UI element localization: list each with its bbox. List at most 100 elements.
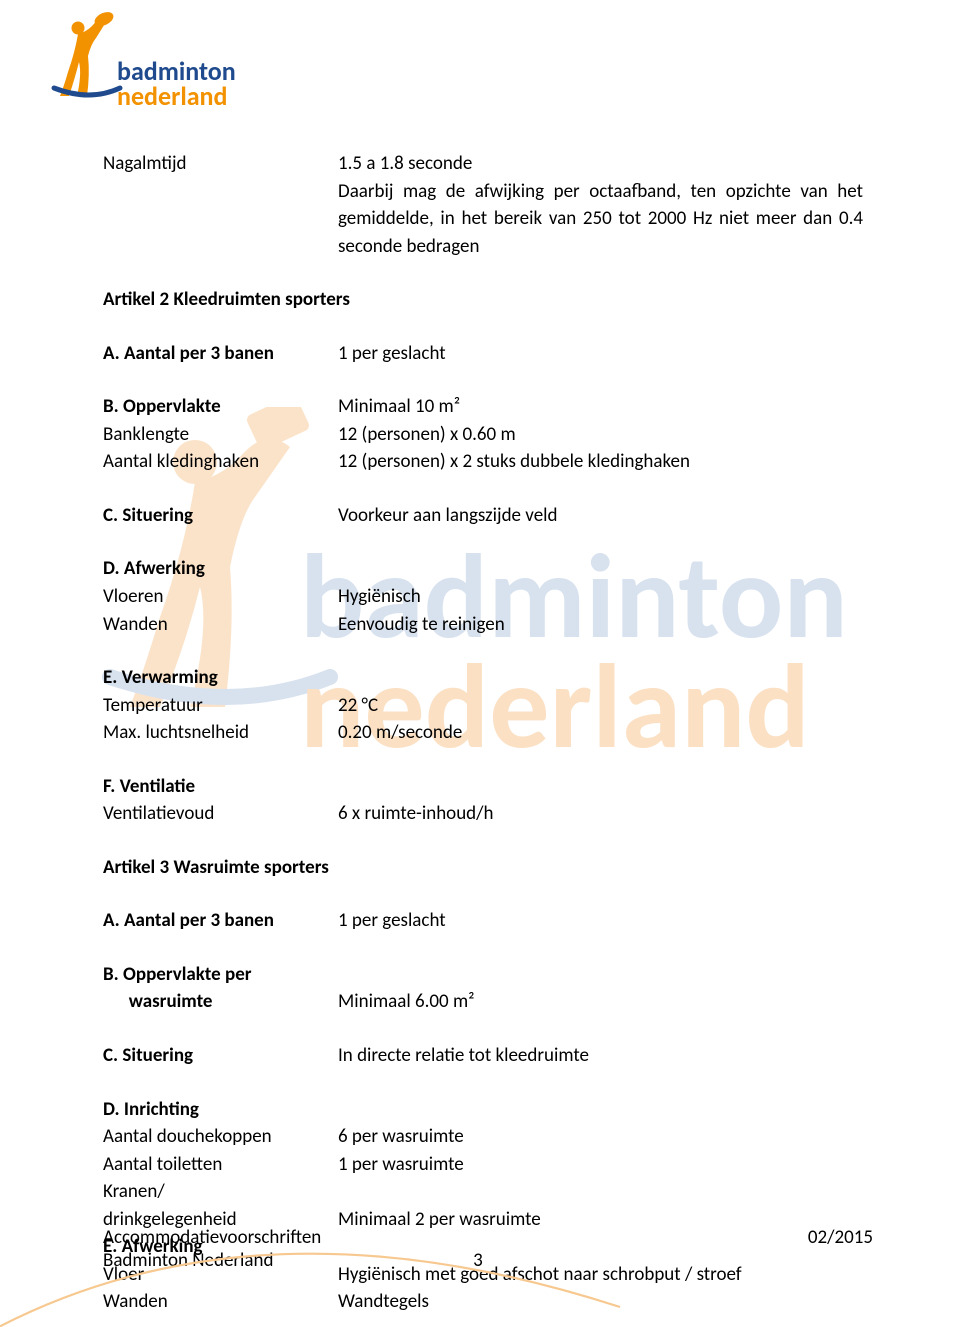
- spacer: [103, 367, 863, 393]
- row-value: [338, 286, 863, 314]
- content-row: B. OppervlakteMinimaal 10 m²: [103, 393, 863, 421]
- footer-page-number: 3: [393, 1249, 723, 1272]
- content-row: Banklengte12 (personen) x 0.60 m: [103, 421, 863, 449]
- spacer: [103, 260, 863, 286]
- content-row: F. Ventilatie: [103, 773, 863, 801]
- row-value: 1 per wasruimte: [338, 1151, 863, 1179]
- content-row: Aantal kledinghaken12 (personen) x 2 stu…: [103, 448, 863, 476]
- footer-left-1: Accommodatievoorschriften: [103, 1226, 393, 1249]
- row-label: Kranen/: [103, 1178, 338, 1206]
- content-row: D. Afwerking: [103, 555, 863, 583]
- row-value: [338, 854, 863, 882]
- spacer: [103, 881, 863, 907]
- row-label: Nagalmtijd: [103, 150, 338, 178]
- document-content: Nagalmtijd1.5 a 1.8 secondeDaarbij mag d…: [103, 150, 863, 1316]
- brand-logo: badminton nederland: [42, 10, 242, 135]
- footer-date: 02/2015: [723, 1226, 873, 1249]
- row-label: C. Situering: [103, 502, 338, 530]
- row-value: [338, 1178, 863, 1206]
- spacer: [103, 476, 863, 502]
- row-value: Wandtegels: [338, 1288, 863, 1316]
- content-row: Artikel 3 Wasruimte sporters: [103, 854, 863, 882]
- row-value: [338, 961, 863, 989]
- row-label: Banklengte: [103, 421, 338, 449]
- content-row: Temperatuur22 °C: [103, 692, 863, 720]
- content-row: WandenWandtegels: [103, 1288, 863, 1316]
- row-value: 1 per geslacht: [338, 340, 863, 368]
- row-label: Artikel 2 Kleedruimten sporters: [103, 286, 338, 314]
- spacer: [103, 828, 863, 854]
- row-value: 12 (personen) x 2 stuks dubbele kledingh…: [338, 448, 863, 476]
- content-row: Max. luchtsnelheid0.20 m/seconde: [103, 719, 863, 747]
- row-label: Wanden: [103, 1288, 338, 1316]
- page-footer: Accommodatievoorschriften 02/2015 Badmin…: [103, 1226, 873, 1272]
- content-row: WandenEenvoudig te reinigen: [103, 611, 863, 639]
- row-value: 1 per geslacht: [338, 907, 863, 935]
- row-label: Ventilatievoud: [103, 800, 338, 828]
- row-label: F. Ventilatie: [103, 773, 338, 801]
- content-row: Daarbij mag de afwijking per octaafband,…: [103, 178, 863, 261]
- row-label: Wanden: [103, 611, 338, 639]
- content-row: Nagalmtijd1.5 a 1.8 seconde: [103, 150, 863, 178]
- row-label: D. Inrichting: [103, 1096, 338, 1124]
- row-label: A. Aantal per 3 banen: [103, 907, 338, 935]
- content-row: Kranen/: [103, 1178, 863, 1206]
- spacer: [103, 1070, 863, 1096]
- row-label: A. Aantal per 3 banen: [103, 340, 338, 368]
- content-row: A. Aantal per 3 banen1 per geslacht: [103, 907, 863, 935]
- spacer: [103, 529, 863, 555]
- svg-text:nederland: nederland: [117, 80, 227, 112]
- row-label: B. Oppervlakte per: [103, 961, 338, 989]
- row-value: [338, 664, 863, 692]
- row-value: [338, 555, 863, 583]
- row-label: Aantal toiletten: [103, 1151, 338, 1179]
- row-value: Voorkeur aan langszijde veld: [338, 502, 863, 530]
- row-value: Daarbij mag de afwijking per octaafband,…: [338, 178, 863, 261]
- row-label: Artikel 3 Wasruimte sporters: [103, 854, 338, 882]
- spacer: [103, 314, 863, 340]
- row-value: Eenvoudig te reinigen: [338, 611, 863, 639]
- content-row: wasruimteMinimaal 6.00 m²: [103, 988, 863, 1016]
- row-label: D. Afwerking: [103, 555, 338, 583]
- spacer: [103, 935, 863, 961]
- row-value: 6 per wasruimte: [338, 1123, 863, 1151]
- spacer: [103, 638, 863, 664]
- footer-right-blank: [723, 1249, 873, 1272]
- footer-mid-blank: [393, 1226, 723, 1249]
- row-value: 1.5 a 1.8 seconde: [338, 150, 863, 178]
- row-label: Vloeren: [103, 583, 338, 611]
- row-value: [338, 1096, 863, 1124]
- spacer: [103, 747, 863, 773]
- row-value: 6 x ruimte-inhoud/h: [338, 800, 863, 828]
- content-row: Artikel 2 Kleedruimten sporters: [103, 286, 863, 314]
- spacer: [103, 1016, 863, 1042]
- svg-text:badminton: badminton: [117, 55, 236, 87]
- content-row: D. Inrichting: [103, 1096, 863, 1124]
- row-value: 0.20 m/seconde: [338, 719, 863, 747]
- row-value: 22 °C: [338, 692, 863, 720]
- content-row: Aantal toiletten1 per wasruimte: [103, 1151, 863, 1179]
- row-label: Temperatuur: [103, 692, 338, 720]
- page-container: badminton nederland badminton nederland …: [0, 0, 960, 1327]
- row-label: wasruimte: [103, 988, 338, 1016]
- content-row: B. Oppervlakte per: [103, 961, 863, 989]
- content-row: Aantal douchekoppen6 per wasruimte: [103, 1123, 863, 1151]
- row-label: Aantal kledinghaken: [103, 448, 338, 476]
- content-row: VloerenHygiënisch: [103, 583, 863, 611]
- footer-left-2: Badminton Nederland: [103, 1249, 393, 1272]
- row-label: E. Verwarming: [103, 664, 338, 692]
- content-row: C. SitueringVoorkeur aan langszijde veld: [103, 502, 863, 530]
- row-value: Minimaal 6.00 m²: [338, 988, 863, 1016]
- row-value: In directe relatie tot kleedruimte: [338, 1042, 863, 1070]
- content-row: C. SitueringIn directe relatie tot kleed…: [103, 1042, 863, 1070]
- row-value: Hygiënisch: [338, 583, 863, 611]
- row-label: Max. luchtsnelheid: [103, 719, 338, 747]
- row-label: [103, 178, 338, 261]
- row-label: Aantal douchekoppen: [103, 1123, 338, 1151]
- content-row: Ventilatievoud6 x ruimte-inhoud/h: [103, 800, 863, 828]
- content-row: E. Verwarming: [103, 664, 863, 692]
- row-value: 12 (personen) x 0.60 m: [338, 421, 863, 449]
- row-value: [338, 773, 863, 801]
- row-label: C. Situering: [103, 1042, 338, 1070]
- row-label: B. Oppervlakte: [103, 393, 338, 421]
